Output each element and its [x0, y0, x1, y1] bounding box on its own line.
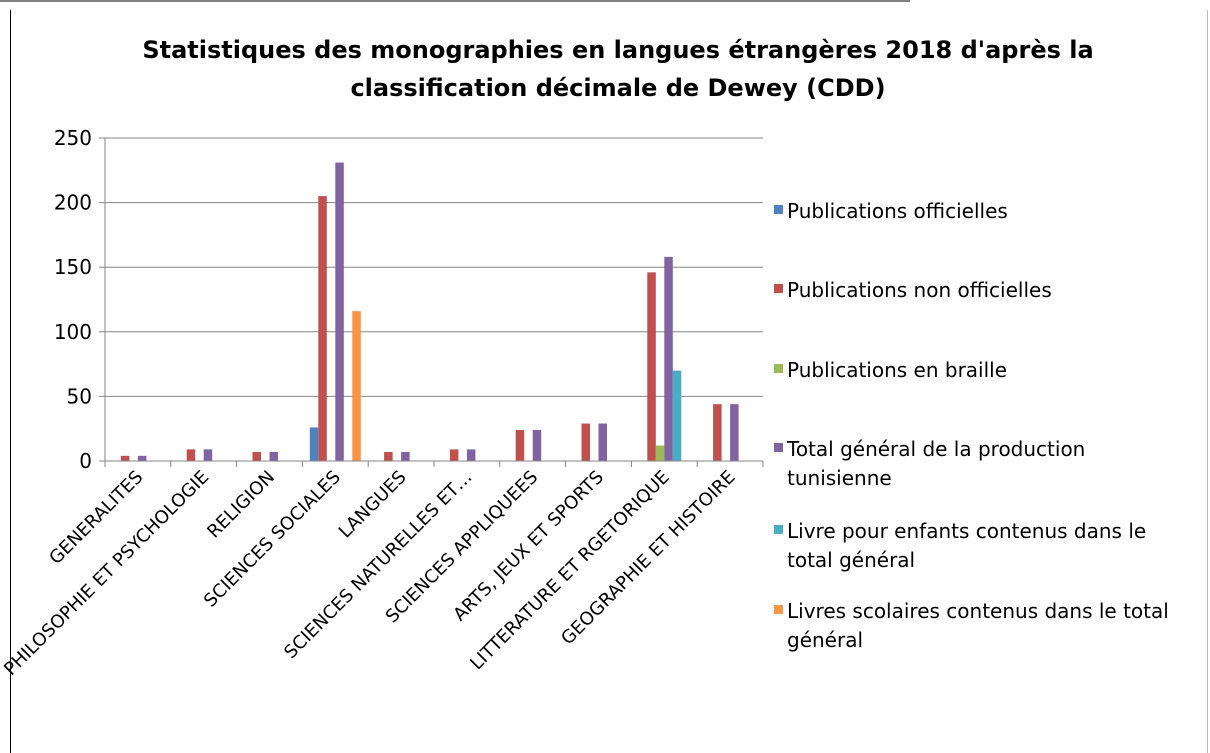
bar	[120, 455, 130, 461]
bar	[581, 423, 590, 461]
legend-label: Publications officielles	[787, 199, 1008, 223]
legend-swatch	[774, 284, 783, 293]
legend-swatch	[774, 364, 783, 373]
bar	[318, 196, 327, 461]
bar	[664, 256, 673, 461]
bar	[598, 423, 607, 461]
legend-label: Livre pour enfants contenus dans le total…	[787, 519, 1146, 572]
bar	[384, 451, 393, 461]
bar	[309, 427, 319, 461]
bar	[352, 311, 361, 461]
legend-label: Publications en braille	[787, 358, 1007, 382]
y-tick-label: 100	[54, 320, 92, 344]
legend-swatch	[774, 205, 783, 214]
bar	[655, 445, 665, 461]
bar	[252, 451, 261, 461]
y-tick-label: 150	[54, 255, 92, 279]
legend-swatch	[774, 443, 783, 452]
chart-title: Statistiques des monographies en langues…	[142, 36, 1093, 102]
bar	[186, 449, 196, 461]
bar	[515, 429, 525, 461]
bar	[203, 449, 213, 461]
bar	[137, 455, 147, 461]
bar	[449, 449, 459, 461]
legend-swatch	[774, 605, 783, 614]
bar	[335, 162, 344, 461]
bar	[672, 370, 682, 461]
legend-label: Total général de la production tunisienne	[786, 437, 1085, 490]
y-tick-label: 200	[54, 191, 92, 215]
y-tick-label: 250	[54, 126, 92, 150]
y-tick-label: 50	[67, 384, 92, 408]
legend-label: Publications non officielles	[787, 278, 1052, 302]
legend-label: Livres scolaires contenus dans le total g…	[787, 599, 1169, 652]
bar	[269, 451, 278, 461]
bar	[466, 449, 476, 461]
bar	[532, 429, 542, 461]
legend-swatch	[774, 525, 783, 534]
bar	[730, 404, 739, 461]
x-tick-label: SCIENCES SOCIALES	[200, 467, 345, 612]
bar	[647, 272, 656, 461]
y-tick-label: 0	[79, 449, 92, 473]
bar	[401, 451, 410, 461]
bar	[713, 404, 722, 461]
